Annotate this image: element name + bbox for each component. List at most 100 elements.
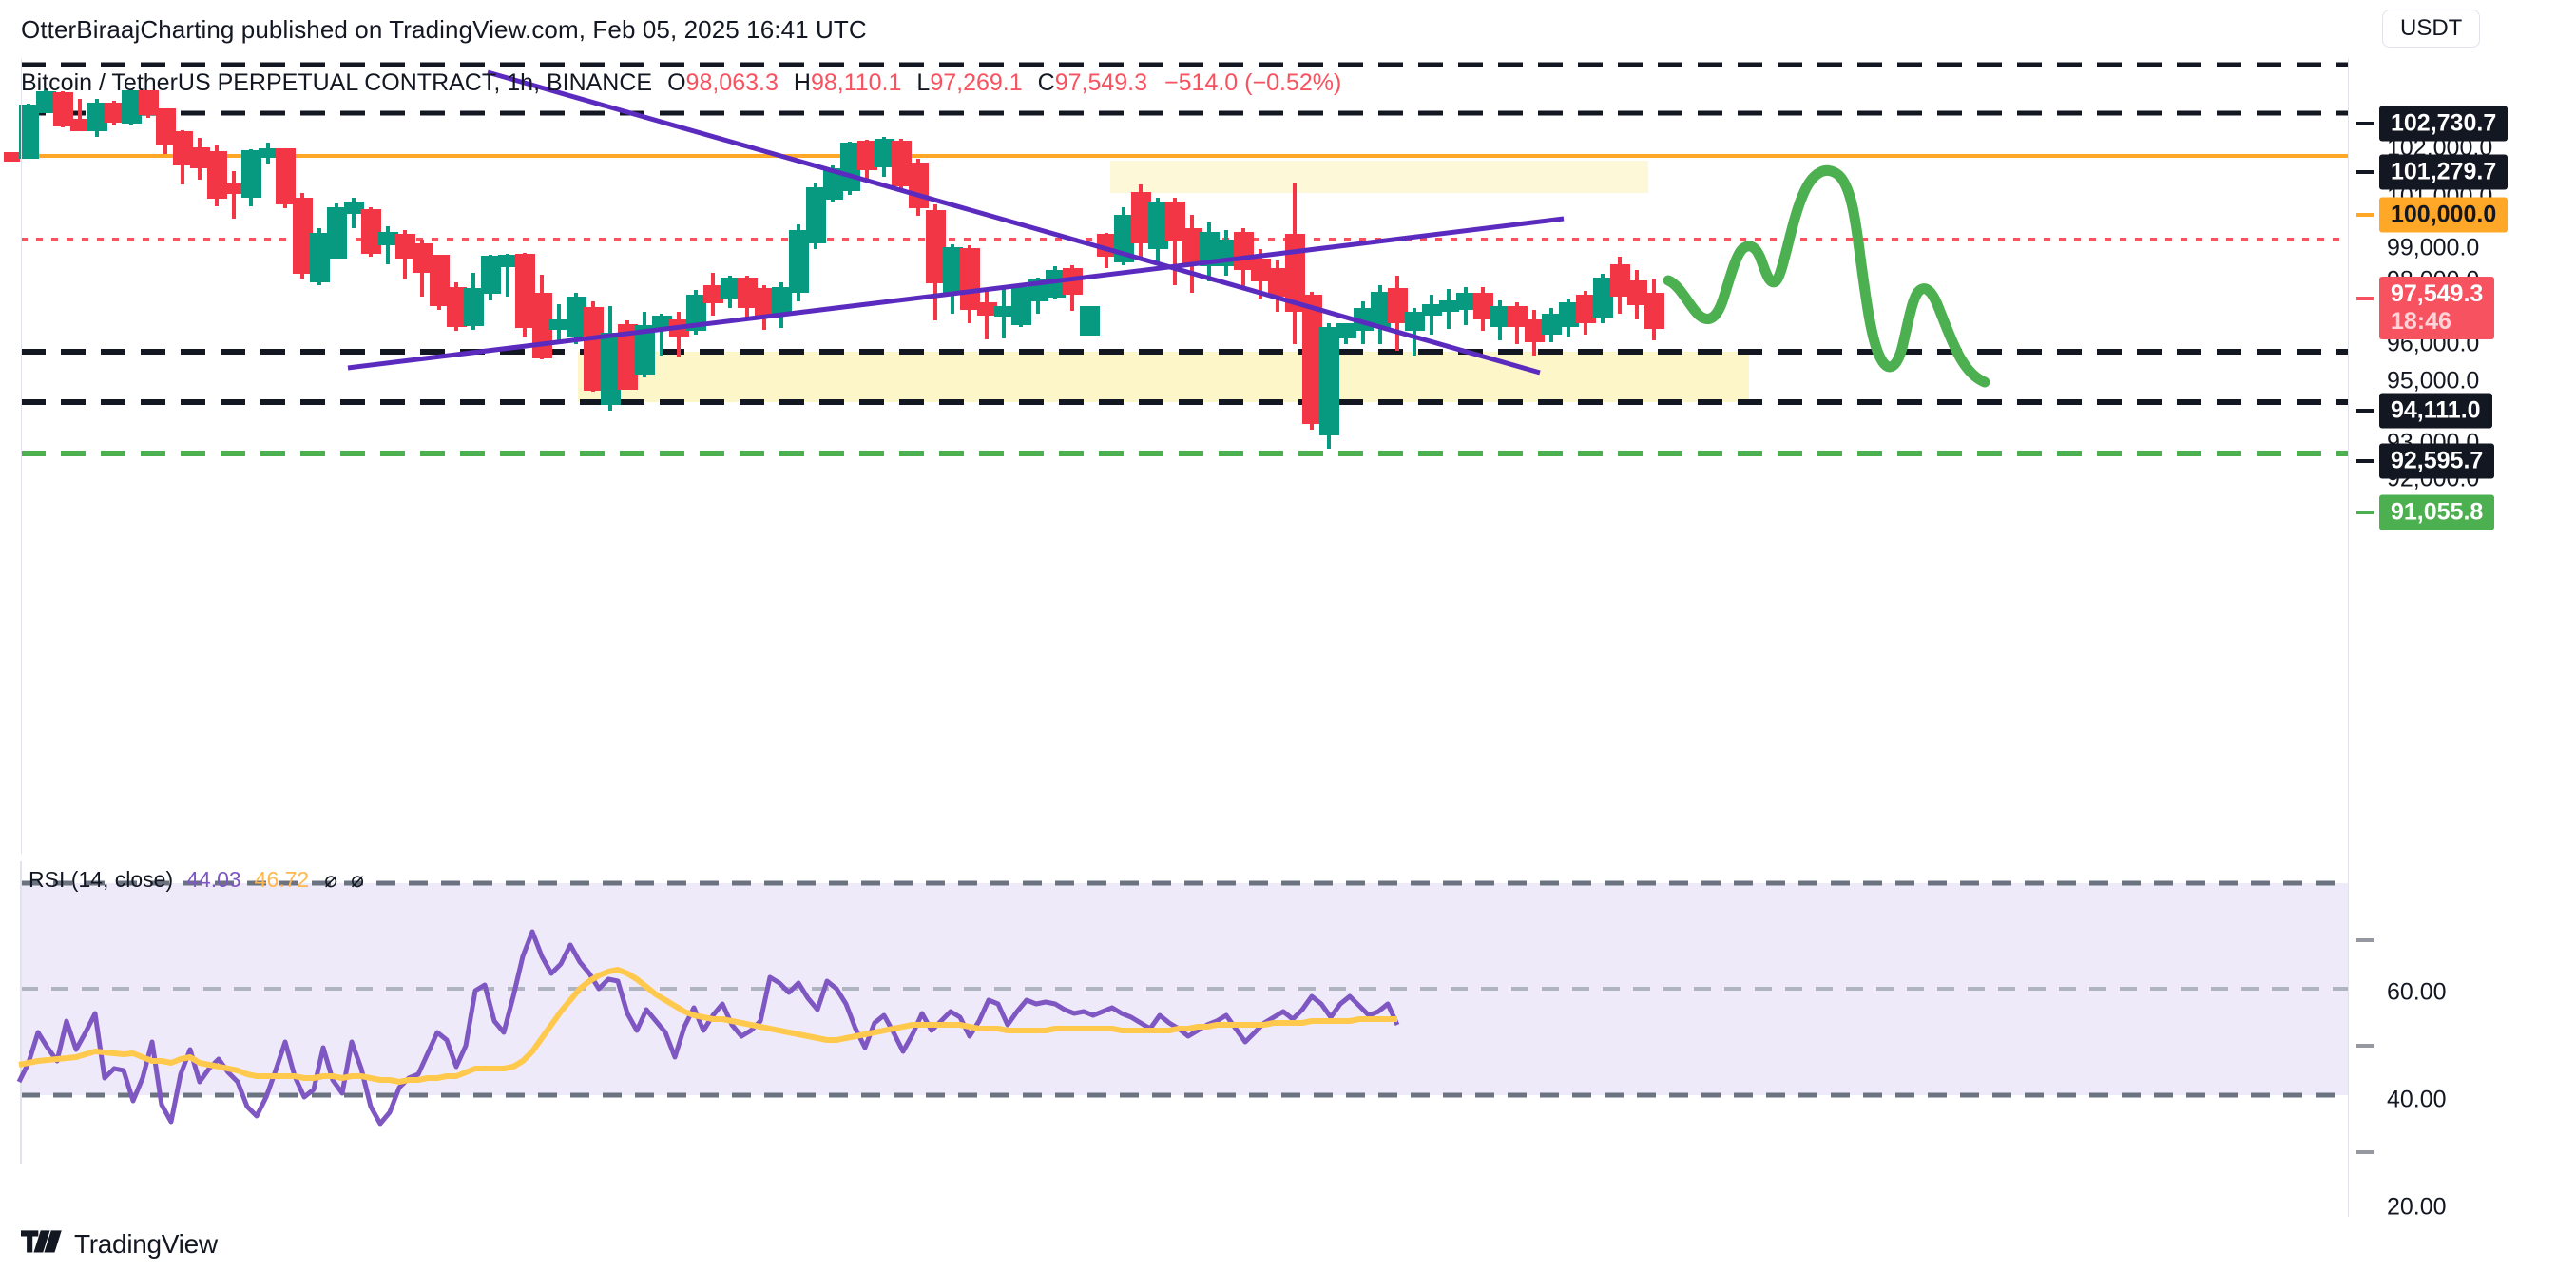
- rsi-ma-line: [18, 967, 1397, 1085]
- rsi-legend[interactable]: RSI (14, close) 44.03 46.72 ⌀ ⌀: [29, 867, 364, 893]
- trendline-upper-descending: [487, 69, 1541, 376]
- candle: [1217, 230, 1237, 276]
- candle: [567, 293, 586, 344]
- candle: [1388, 276, 1408, 351]
- candle: [447, 282, 467, 331]
- tag-dash: [2356, 511, 2374, 514]
- candle: [1644, 279, 1664, 340]
- symbol-title: Bitcoin / TetherUS PERPETUAL CONTRACT, 1…: [21, 68, 653, 96]
- tag-dash: [2356, 459, 2374, 463]
- current-price-countdown: 18:46: [2391, 308, 2451, 335]
- candle: [4, 152, 20, 162]
- candle: [1371, 285, 1391, 344]
- rsi-ma-value: 46.72: [254, 867, 310, 892]
- candle: [994, 285, 1014, 338]
- high-value: 98,110.1: [810, 68, 902, 96]
- rsi-axis-tick: 20.00: [2387, 1193, 2447, 1221]
- rsi-line: [16, 929, 1400, 1127]
- candle: [173, 130, 193, 184]
- tradingview-brand-text: TradingView: [74, 1229, 218, 1259]
- price-tag-92595[interactable]: 92,595.7: [2379, 443, 2495, 479]
- candle: [635, 312, 655, 377]
- candle: [1131, 184, 1151, 259]
- close-value: 97,549.3: [1054, 68, 1148, 96]
- tradingview-logo-icon: [21, 1230, 63, 1259]
- tradingview-brand-bar[interactable]: TradingView: [0, 1217, 2576, 1272]
- candle: [1473, 287, 1493, 331]
- rsi-axis-tick: 40.00: [2387, 1086, 2447, 1113]
- candle: [1542, 308, 1562, 342]
- candle: [1559, 299, 1579, 337]
- price-tag-94111[interactable]: 94,111.0: [2379, 393, 2492, 429]
- candle: [721, 276, 740, 308]
- open-value: 98,063.3: [685, 68, 779, 96]
- price-pane[interactable]: [0, 59, 2348, 854]
- candle: [1439, 289, 1459, 329]
- candle: [464, 273, 484, 330]
- candle: [977, 291, 997, 339]
- price-tag-102730[interactable]: 102,730.7: [2379, 106, 2509, 142]
- candle: [87, 99, 107, 137]
- publish-text: OtterBiraajCharting published on Trading…: [21, 14, 867, 44]
- rsi-axis-dash: [2356, 1150, 2374, 1154]
- axis-tick: 99,000.0: [2387, 234, 2480, 261]
- candle: [105, 101, 125, 125]
- low-key: L: [916, 68, 931, 96]
- rsi-axis-tick: 60.00: [2387, 978, 2447, 1006]
- candle: [413, 240, 433, 297]
- price-axis-inner: USDT 102,000.0 101,000.0 99,000.0 98,000…: [2349, 10, 2576, 1221]
- price-tag-100000[interactable]: 100,000.0: [2379, 197, 2509, 233]
- rsi-value-4: ⌀: [351, 867, 364, 892]
- candle: [857, 140, 877, 181]
- candle: [840, 142, 860, 195]
- candle: [703, 273, 723, 316]
- high-key: H: [793, 68, 811, 96]
- candle: [207, 145, 227, 206]
- candle: [241, 149, 261, 206]
- candle: [926, 204, 946, 320]
- rsi-axis-dash: [2356, 1044, 2374, 1048]
- candle: [892, 139, 912, 192]
- candle: [1302, 292, 1322, 430]
- candle: [293, 193, 313, 279]
- candle: [19, 104, 39, 159]
- candle: [549, 304, 569, 344]
- candle: [1576, 291, 1596, 335]
- supply-zone-rect: [1110, 161, 1648, 193]
- candle: [584, 301, 604, 392]
- candle: [960, 245, 980, 323]
- price-axis[interactable]: USDT 102,000.0 101,000.0 99,000.0 98,000…: [2348, 10, 2576, 1221]
- current-price-tag[interactable]: 97,549.3 18:46: [2379, 277, 2495, 339]
- rsi-title: RSI (14, close): [29, 867, 174, 892]
- candle: [1627, 270, 1647, 319]
- current-price-value: 97,549.3: [2391, 280, 2484, 307]
- candle: [1319, 323, 1339, 449]
- candle: [36, 89, 56, 113]
- candle: [806, 183, 826, 249]
- candle: [1200, 222, 1220, 281]
- candle: [1063, 265, 1083, 311]
- price-tag-91055[interactable]: 91,055.8: [2379, 494, 2495, 530]
- candle: [276, 148, 296, 208]
- candle: [1285, 183, 1305, 344]
- candle: [1080, 306, 1100, 336]
- candle: [772, 282, 792, 328]
- candle: [430, 255, 450, 310]
- candle: [755, 285, 775, 330]
- candle: [122, 89, 142, 125]
- candle: [1508, 302, 1528, 344]
- candle: [515, 253, 535, 337]
- candle: [53, 91, 73, 127]
- tag-dash: [2356, 213, 2374, 217]
- candle: [344, 198, 364, 228]
- candle: [498, 254, 518, 297]
- candle: [139, 90, 159, 118]
- projection-path: [1663, 165, 1990, 388]
- candle: [1182, 215, 1202, 293]
- currency-unit-badge[interactable]: USDT: [2382, 10, 2481, 48]
- candle: [1610, 257, 1630, 314]
- rsi-pane[interactable]: RSI (14, close) 44.03 46.72 ⌀ ⌀: [0, 861, 2348, 1164]
- chart-frame: Bitcoin / TetherUS PERPETUAL CONTRACT, 1…: [0, 10, 2576, 1221]
- price-tag-101279[interactable]: 101,279.7: [2379, 154, 2509, 190]
- symbol-legend[interactable]: Bitcoin / TetherUS PERPETUAL CONTRACT, 1…: [21, 67, 1341, 99]
